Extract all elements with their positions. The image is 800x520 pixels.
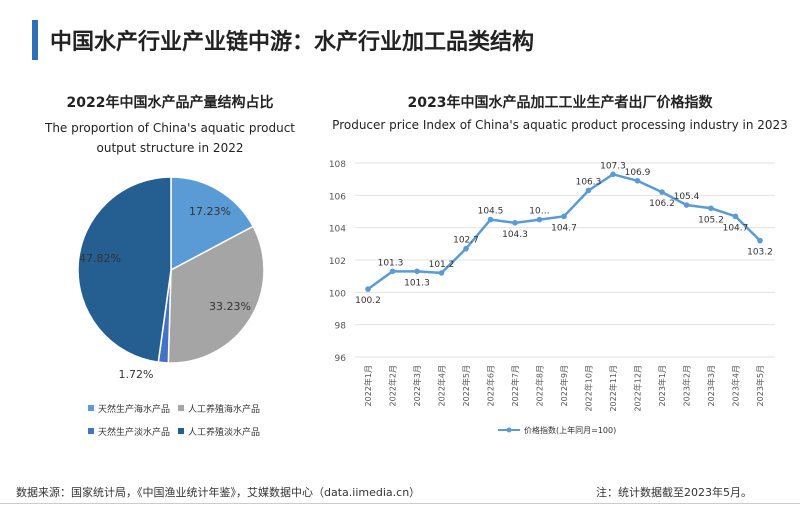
data-source: 数据来源：国家统计局，《中国渔业统计年鉴》，艾媒数据中心（data.iimedi… bbox=[16, 486, 421, 499]
pie-subtitle: The proportion of China's aquatic produc… bbox=[44, 121, 295, 155]
data-label: 105.2 bbox=[698, 215, 724, 225]
y-tick-label: 106 bbox=[329, 192, 346, 202]
pie-chart: 17.23% 天然生产海水产品 33.23% 人工养殖海水产品 1.72% 天然生产淡水产… bbox=[77, 176, 265, 438]
x-tick-label: 2022年2月 bbox=[388, 365, 398, 406]
x-tick-label: 2022年10月 bbox=[584, 365, 594, 412]
data-point bbox=[463, 245, 469, 252]
x-tick-label: 2023年2月 bbox=[682, 365, 692, 406]
line-subtitle: Producer price Index of China's aquatic … bbox=[332, 118, 788, 132]
y-tick-label: 102 bbox=[329, 257, 346, 267]
data-point bbox=[561, 213, 567, 220]
legend-label: 人工养殖淡水产品 bbox=[188, 426, 260, 438]
data-label: 104.3 bbox=[502, 230, 528, 240]
data-point bbox=[365, 286, 371, 292]
data-point bbox=[536, 216, 543, 223]
legend-label: 价格指数(上年同月=100) bbox=[524, 425, 616, 435]
footer-divider bbox=[0, 503, 800, 504]
x-tick-label: 2022年11月 bbox=[608, 365, 618, 412]
y-tick-label: 100 bbox=[329, 289, 346, 299]
x-tick-label: 2022年5月 bbox=[461, 365, 471, 406]
data-point bbox=[512, 220, 518, 226]
x-tick-label: 2022年3月 bbox=[412, 365, 422, 406]
data-point bbox=[683, 202, 690, 208]
data-point bbox=[732, 213, 739, 220]
x-tick-label: 2023年5月 bbox=[755, 365, 765, 406]
line-title: 2023年中国水产品加工工业生产者出厂价格指数 bbox=[407, 95, 713, 111]
data-point bbox=[389, 268, 396, 275]
x-tick-label: 2022年9月 bbox=[559, 365, 569, 406]
data-point bbox=[659, 189, 665, 195]
data-label: 104.5 bbox=[478, 207, 504, 217]
legend-swatch bbox=[178, 428, 184, 434]
x-tick-label: 2022年4月 bbox=[437, 365, 447, 406]
data-label: 107.3 bbox=[600, 161, 626, 171]
data-point bbox=[487, 216, 494, 223]
pie-slice bbox=[170, 176, 255, 272]
x-tick-label: 2022年8月 bbox=[535, 365, 545, 406]
data-point bbox=[585, 187, 592, 194]
data-point bbox=[414, 268, 420, 275]
data-point bbox=[708, 205, 714, 212]
pie-data-label: 33.23% bbox=[209, 300, 251, 313]
x-tick-label: 2023年4月 bbox=[731, 365, 741, 406]
x-tick-label: 2022年7月 bbox=[510, 365, 520, 406]
data-label: 105.4 bbox=[674, 192, 700, 202]
x-tick-label: 2022年12月 bbox=[633, 365, 643, 412]
data-point bbox=[757, 237, 763, 244]
x-tick-label: 2023年3月 bbox=[706, 365, 716, 406]
legend-label: 天然生产淡水产品 bbox=[98, 426, 170, 438]
pie-title: 2022年中国水产品产量结构占比 bbox=[66, 95, 274, 111]
title-accent-bar bbox=[32, 20, 38, 60]
x-tick-label: 2022年6月 bbox=[486, 365, 496, 406]
data-label: 104.7 bbox=[551, 223, 577, 233]
data-label: 101.3 bbox=[404, 278, 430, 288]
data-point bbox=[610, 171, 616, 178]
x-tick-label: 2022年1月 bbox=[363, 365, 373, 406]
data-point bbox=[634, 177, 641, 184]
line-chart-heading: 2023年中国水产品加工工业生产者出厂价格指数 Producer price I… bbox=[330, 92, 790, 132]
data-label: 100.2 bbox=[355, 296, 381, 306]
data-label: 106.3 bbox=[576, 177, 602, 187]
data-label: 102.7 bbox=[453, 236, 479, 246]
page-title: 中国水产行业产业链中游：水产行业加工品类结构 bbox=[50, 30, 535, 55]
legend-swatch bbox=[88, 428, 94, 434]
legend-label: 天然生产海水产品 bbox=[98, 403, 170, 415]
pie-chart-heading: 2022年中国水产品产量结构占比 The proportion of China… bbox=[40, 92, 300, 158]
line-chart: 96 98 100 102 104 106 108 2022年1月 2022年2月 2022年3月… bbox=[329, 160, 775, 435]
data-label: 101.2 bbox=[429, 260, 455, 270]
data-label: 101.3 bbox=[378, 258, 404, 268]
pie-data-label: 17.23% bbox=[189, 205, 231, 218]
data-label: 10… bbox=[529, 207, 549, 217]
pie-slice bbox=[167, 225, 265, 364]
legend-swatch bbox=[178, 405, 184, 411]
x-tick-label: 2023年1月 bbox=[657, 365, 667, 406]
data-label: 104.7 bbox=[723, 223, 749, 233]
pie-slice bbox=[77, 176, 172, 363]
data-label: 106.9 bbox=[625, 168, 651, 178]
data-label: 106.2 bbox=[649, 199, 675, 209]
pie-data-label: 1.72% bbox=[119, 368, 154, 381]
y-tick-label: 108 bbox=[329, 160, 346, 170]
y-tick-label: 104 bbox=[329, 225, 346, 235]
y-tick-label: 98 bbox=[335, 322, 347, 332]
legend-swatch bbox=[88, 405, 94, 411]
y-tick-label: 96 bbox=[335, 354, 347, 364]
data-label: 103.2 bbox=[747, 248, 773, 258]
pie-data-label: 47.82% bbox=[79, 252, 121, 265]
legend-marker bbox=[506, 427, 512, 433]
footnote: 注：统计数据截至2023年5月。 bbox=[596, 486, 752, 499]
legend-label: 人工养殖海水产品 bbox=[188, 403, 260, 415]
data-point bbox=[438, 270, 445, 276]
